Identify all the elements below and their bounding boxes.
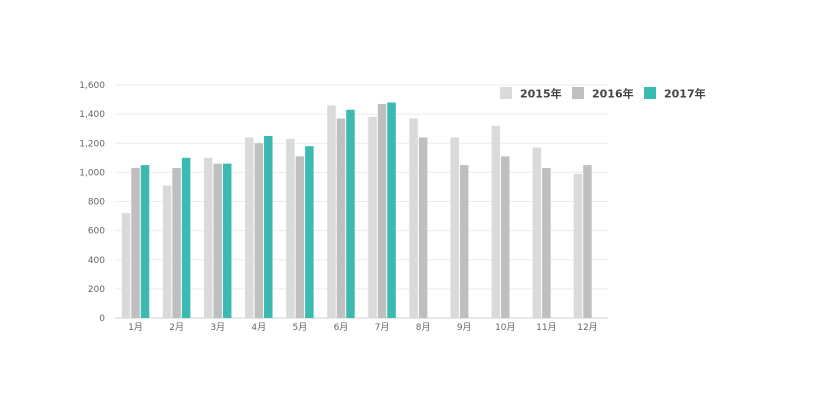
bar — [245, 137, 254, 318]
bar — [450, 137, 459, 318]
x-tick-label: 3月 — [210, 322, 225, 333]
bar — [254, 143, 264, 318]
legend-swatch — [572, 87, 584, 99]
y-tick-label: 0 — [99, 314, 105, 324]
bars — [121, 102, 592, 319]
y-tick-label: 1,600 — [79, 81, 105, 91]
bar — [162, 185, 172, 318]
bar — [542, 168, 551, 318]
bar — [140, 165, 150, 318]
y-tick-label: 200 — [88, 285, 105, 295]
y-tick-label: 1,200 — [79, 139, 105, 149]
bar — [377, 103, 387, 319]
legend-swatch — [500, 87, 512, 99]
bar — [222, 163, 232, 318]
x-tick-label: 6月 — [334, 322, 349, 333]
y-tick-label: 1,000 — [79, 168, 105, 178]
legend-label: 2016年 — [592, 87, 634, 101]
x-tick-label: 1月 — [128, 322, 143, 333]
bar — [583, 165, 592, 318]
y-axis-ticks: 0 200 400 600 800 1,000 1,200 1,400 1,600 — [79, 81, 105, 324]
y-tick-label: 400 — [88, 256, 105, 266]
bar — [418, 137, 428, 318]
x-axis-ticks: 1月 2月 3月 4月 5月 6月 7月 8月 9月 10月 11月 12月 — [128, 322, 598, 333]
legend-item: 2016年 — [572, 87, 634, 101]
bar — [203, 157, 213, 318]
bar — [336, 118, 346, 319]
bar — [295, 156, 305, 318]
x-tick-label: 2月 — [169, 322, 184, 333]
bar — [327, 105, 336, 318]
x-tick-label: 5月 — [293, 322, 308, 333]
x-tick-label: 9月 — [457, 322, 472, 333]
legend-swatch — [644, 87, 656, 99]
bar — [346, 109, 355, 318]
x-tick-label: 7月 — [375, 322, 390, 333]
bar — [387, 102, 396, 318]
bar — [264, 135, 273, 318]
bar — [491, 125, 501, 319]
x-tick-label: 10月 — [495, 322, 515, 333]
y-tick-label: 1,400 — [79, 110, 105, 120]
bar — [172, 168, 181, 318]
bar — [305, 146, 314, 318]
bar — [368, 117, 377, 318]
legend-label: 2015年 — [520, 87, 562, 101]
bar — [181, 157, 191, 318]
x-tick-label: 8月 — [416, 322, 431, 333]
legend-item: 2015年 — [500, 87, 562, 101]
bar — [409, 118, 418, 319]
bar — [213, 163, 222, 318]
bar — [459, 165, 469, 318]
bar — [121, 213, 131, 318]
gridlines — [115, 84, 608, 319]
y-tick-label: 600 — [88, 227, 105, 237]
bar — [532, 147, 542, 318]
bar — [573, 173, 583, 318]
legend: 2015年 2016年 2017年 — [500, 87, 706, 101]
x-tick-label: 4月 — [251, 322, 266, 333]
legend-item: 2017年 — [644, 87, 706, 101]
bar — [131, 168, 140, 318]
x-tick-label: 11月 — [536, 322, 556, 333]
y-tick-label: 800 — [88, 198, 105, 208]
legend-label: 2017年 — [664, 87, 706, 101]
x-tick-label: 12月 — [577, 322, 597, 333]
bar — [286, 138, 295, 318]
bar — [501, 156, 510, 318]
